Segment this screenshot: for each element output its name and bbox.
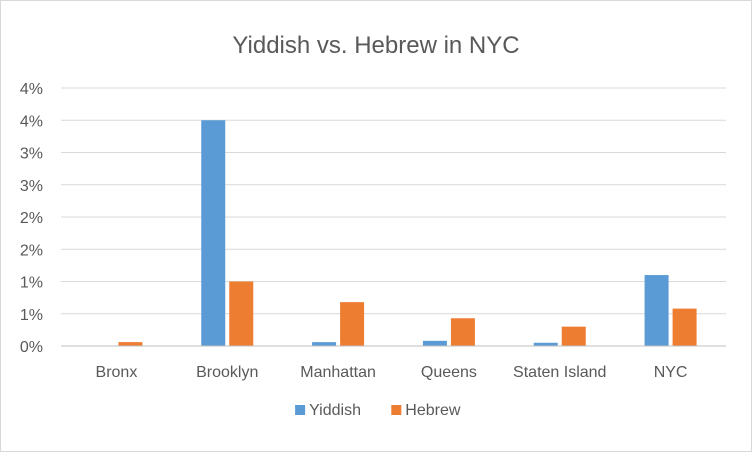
x-axis-category-labels: Bronx Brooklyn Manhattan Queens Staten Islan… [96,364,688,381]
legend-swatch-yiddish [295,405,306,415]
y-tick-label: 1% [20,275,43,292]
legend: Yiddish Hebrew [295,402,461,419]
bar-yiddish-queens [422,340,447,346]
y-tick-label: 2% [20,242,43,259]
bar-hebrew-staten-island [561,326,586,346]
y-tick-label: 2% [20,210,43,227]
x-category-label: Bronx [96,364,138,381]
y-tick-label: 3% [20,178,43,195]
bar-hebrew-bronx [118,342,143,346]
y-tick-label: 0% [20,339,43,356]
legend-swatch-hebrew [391,405,402,415]
legend-label-yiddish: Yiddish [309,402,361,419]
x-category-label: Queens [421,364,477,381]
bar-hebrew-brooklyn [229,281,254,346]
y-tick-label: 4% [20,113,43,130]
bar-hebrew-queens [450,318,475,346]
y-tick-label: 4% [20,81,43,98]
x-category-label: Brooklyn [196,364,258,381]
y-tick-label: 1% [20,307,43,324]
bar-hebrew-manhattan [340,302,365,346]
x-category-label: Staten Island [513,364,606,381]
x-category-label: NYC [654,364,688,381]
legend-label-hebrew: Hebrew [405,402,461,419]
bars [118,120,697,346]
y-tick-label: 3% [20,146,43,163]
bar-yiddish-nyc [644,275,669,346]
bar-hebrew-nyc [672,308,697,346]
gridlines [61,87,726,315]
x-category-label: Manhattan [300,364,376,381]
chart-title: Yiddish vs. Hebrew in NYC [232,32,519,59]
bar-yiddish-brooklyn [201,120,226,346]
bar-yiddish-manhattan [312,342,337,346]
bar-yiddish-staten-island [533,342,558,346]
y-axis-tick-labels: 0% 1% 1% 2% 2% 3% 3% 4% 4% [20,81,43,356]
